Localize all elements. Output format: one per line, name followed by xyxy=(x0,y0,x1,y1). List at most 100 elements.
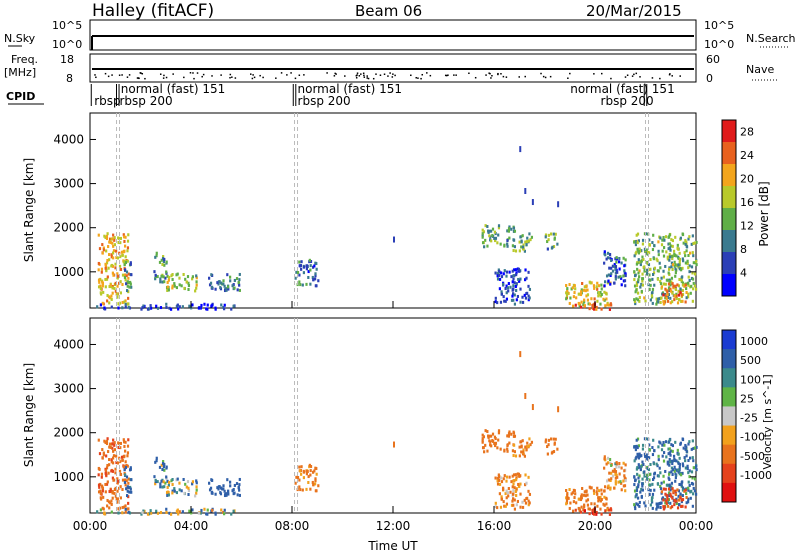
velocity-cell xyxy=(195,488,198,492)
velocity-cell xyxy=(650,496,654,500)
power-cell xyxy=(186,275,190,279)
velocity-cell xyxy=(528,492,532,496)
velocity-cell xyxy=(641,460,644,464)
nave-point xyxy=(391,76,394,78)
velocity-cell xyxy=(607,484,610,488)
velocity-colorbar-swatch xyxy=(722,330,736,350)
velocity-cell xyxy=(622,484,625,488)
power-cell xyxy=(167,278,170,282)
velocity-cell xyxy=(127,477,130,481)
power-cell xyxy=(309,268,312,272)
power-cell xyxy=(556,242,559,246)
velocity-cell xyxy=(499,505,503,509)
power-cell xyxy=(191,303,194,307)
velocity-cell xyxy=(547,438,550,442)
velocity-cell xyxy=(505,489,508,493)
power-cell xyxy=(307,270,310,274)
velocity-cell xyxy=(568,506,571,510)
power-cell xyxy=(567,291,570,295)
power-cell xyxy=(98,247,102,251)
power-cell xyxy=(643,232,647,236)
power-cell xyxy=(512,277,515,281)
power-cell xyxy=(125,258,128,262)
power-cell xyxy=(496,272,499,276)
power-cell xyxy=(579,293,583,297)
power-cell xyxy=(299,283,302,287)
power-cell xyxy=(659,282,663,286)
velocity-cell xyxy=(511,485,514,489)
power-cell xyxy=(640,260,643,264)
power-cell xyxy=(678,257,682,261)
velocity-cell xyxy=(188,509,191,513)
power-cell xyxy=(295,270,298,274)
velocity-cell xyxy=(223,512,226,516)
power-cell xyxy=(603,290,606,294)
power-cell xyxy=(620,276,623,280)
power-cell xyxy=(165,302,168,306)
power-cell xyxy=(609,282,612,286)
power-cell xyxy=(117,306,120,310)
power-cell xyxy=(298,273,301,277)
power-cell xyxy=(668,280,671,284)
power-cell xyxy=(112,233,115,237)
power-cell xyxy=(481,228,484,232)
power-cell xyxy=(693,241,696,245)
velocity-cell xyxy=(309,469,312,473)
power-cell xyxy=(641,238,645,242)
velocity-cell xyxy=(101,486,105,490)
power-cell xyxy=(669,287,672,291)
velocity-colorbar-tick: 25 xyxy=(740,392,754,405)
power-cell xyxy=(611,269,615,273)
power-cell xyxy=(521,245,525,249)
power-cell xyxy=(608,303,611,307)
power-cell xyxy=(656,259,659,263)
velocity-cell xyxy=(671,444,675,448)
velocity-cell xyxy=(500,495,503,499)
velocity-cell xyxy=(687,442,690,446)
power-cell xyxy=(688,251,692,255)
velocity-cell xyxy=(505,496,508,500)
velocity-cell xyxy=(162,480,165,484)
power-cell xyxy=(504,287,507,291)
power-cell xyxy=(512,268,516,272)
power-cell xyxy=(129,262,132,266)
velocity-colorbar-label: Velocity [m s^-1] xyxy=(761,374,774,469)
power-cell xyxy=(306,264,309,268)
power-cell xyxy=(639,249,642,253)
velocity-cell xyxy=(104,482,107,486)
velocity-cell xyxy=(685,495,688,499)
power-cell xyxy=(662,300,665,304)
power-cell xyxy=(125,282,128,286)
power-cell xyxy=(568,301,571,305)
velocity-cell xyxy=(652,476,656,480)
power-cell xyxy=(598,293,601,297)
velocity-cell xyxy=(641,484,644,488)
velocity-cell xyxy=(636,446,639,450)
power-cell xyxy=(635,250,638,254)
power-cell xyxy=(507,229,510,233)
power-cell xyxy=(672,286,675,290)
velocity-cell xyxy=(116,461,120,465)
velocity-cell xyxy=(160,463,163,467)
power-cell xyxy=(613,262,616,266)
velocity-cell xyxy=(635,467,639,471)
power-cell xyxy=(238,288,241,292)
velocity-cell xyxy=(680,473,683,477)
nave-point xyxy=(262,76,264,79)
velocity-colorbar-tick: -25 xyxy=(740,412,758,425)
velocity-cell xyxy=(507,432,511,436)
nave-point xyxy=(294,77,297,80)
velocity-cell xyxy=(661,443,664,447)
power-cell xyxy=(524,268,527,272)
velocity-cell xyxy=(522,448,525,452)
power-cell xyxy=(613,281,616,285)
power-cell xyxy=(633,299,637,303)
power-cell xyxy=(566,291,569,295)
velocity-cell xyxy=(655,507,658,511)
velocity-cell xyxy=(99,489,102,493)
power-cell xyxy=(187,288,190,292)
power-cell xyxy=(667,235,671,239)
power-cell xyxy=(596,281,599,285)
velocity-cell xyxy=(633,479,637,483)
power-cell xyxy=(110,255,113,259)
